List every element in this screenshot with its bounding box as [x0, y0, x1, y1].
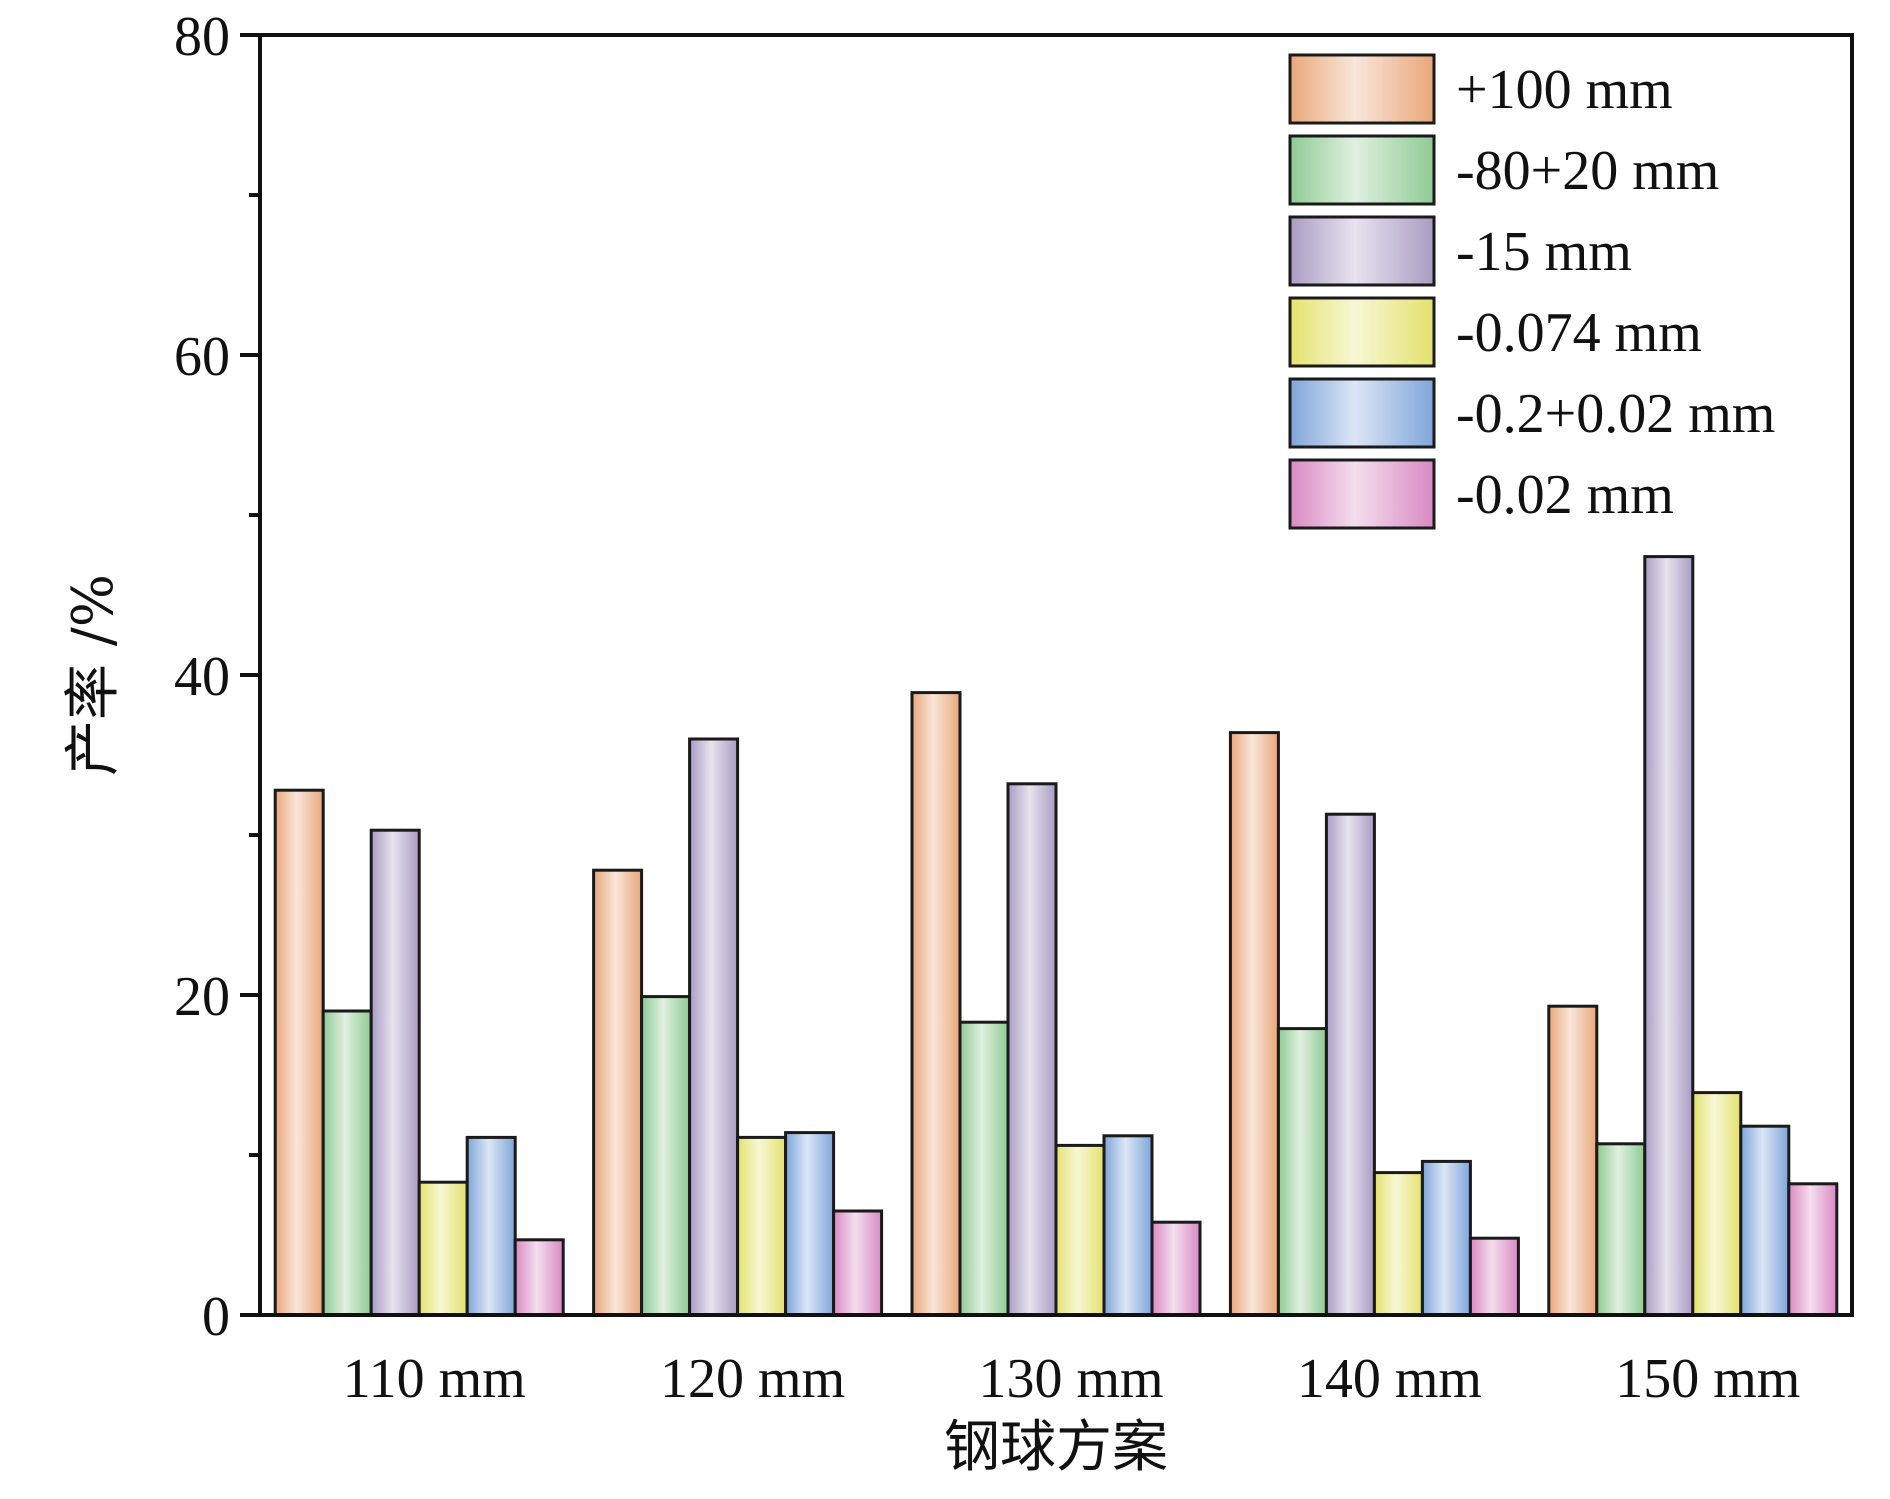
bar--0.2+0.02 mm-130 mm — [1102, 1134, 1154, 1317]
bar--15 mm-120 mm — [688, 737, 740, 1317]
bar--15 mm-140 mm — [1324, 812, 1376, 1317]
legend-label: -0.074 mm — [1456, 302, 1702, 364]
legend-label: +100 mm — [1456, 59, 1673, 121]
y-tick-label: 20 — [174, 966, 230, 1028]
legend-swatch — [1288, 134, 1436, 206]
bar-+100 mm-130 mm — [910, 691, 962, 1317]
y-axis-title: 产率 /% — [61, 574, 126, 776]
bar--0.074 mm-110 mm — [417, 1180, 469, 1317]
bar-+100 mm-110 mm — [273, 788, 325, 1317]
bar--15 mm-130 mm — [1006, 782, 1058, 1317]
legend-label: -15 mm — [1456, 221, 1632, 283]
bar--0.2+0.02 mm-110 mm — [465, 1135, 517, 1317]
bar--0.074 mm-120 mm — [736, 1135, 788, 1317]
x-tick-label: 130 mm — [978, 1348, 1163, 1410]
bar--0.02 mm-110 mm — [513, 1238, 565, 1317]
bar--0.074 mm-130 mm — [1054, 1143, 1106, 1317]
bar--0.074 mm-140 mm — [1372, 1171, 1424, 1317]
x-tick-label: 150 mm — [1615, 1348, 1800, 1410]
bar--0.02 mm-140 mm — [1468, 1236, 1520, 1317]
legend-label: -0.2+0.02 mm — [1456, 383, 1775, 445]
y-tick-label: 0 — [202, 1286, 230, 1348]
y-tick-label: 80 — [174, 6, 230, 68]
x-tick-label: 120 mm — [660, 1348, 845, 1410]
legend-swatch — [1288, 296, 1436, 368]
legend-swatch — [1288, 53, 1436, 125]
bar--80+20 mm-110 mm — [321, 1009, 373, 1317]
legend-swatch — [1288, 377, 1436, 449]
legend-label: -80+20 mm — [1456, 140, 1719, 202]
bar-+100 mm-140 mm — [1228, 731, 1280, 1317]
bar--0.2+0.02 mm-150 mm — [1739, 1124, 1791, 1317]
bars-layer — [273, 555, 1839, 1317]
bar--0.02 mm-150 mm — [1787, 1182, 1839, 1317]
bar--0.02 mm-120 mm — [832, 1209, 884, 1317]
legend: +100 mm -80+20 mm -15 mm -0.074 mm -0.2+0.02… — [1288, 53, 1775, 530]
bar--0.074 mm-150 mm — [1691, 1091, 1743, 1317]
bar--80+20 mm-150 mm — [1595, 1142, 1647, 1317]
legend-swatch — [1288, 458, 1436, 530]
bar--15 mm-150 mm — [1643, 555, 1695, 1317]
bar--15 mm-110 mm — [369, 828, 421, 1317]
x-tick-label: 110 mm — [343, 1348, 526, 1410]
bar--80+20 mm-140 mm — [1276, 1027, 1328, 1317]
x-axis-title: 钢球方案 — [944, 1415, 1168, 1480]
bar--0.2+0.02 mm-140 mm — [1420, 1159, 1472, 1317]
axes-layer: 0 20 40 60 80 110 mm 120 mm 130 mm 140 mm 150 mm — [174, 6, 1854, 1410]
bar--0.02 mm-130 mm — [1150, 1220, 1202, 1317]
y-tick-label: 60 — [174, 326, 230, 388]
bar--80+20 mm-120 mm — [640, 995, 692, 1317]
legend-label: -0.02 mm — [1456, 464, 1674, 526]
y-tick-label: 40 — [174, 646, 230, 708]
bar-+100 mm-120 mm — [592, 868, 644, 1317]
bar--0.2+0.02 mm-120 mm — [784, 1131, 836, 1317]
bar--80+20 mm-130 mm — [958, 1020, 1010, 1317]
legend-swatch — [1288, 215, 1436, 287]
x-tick-label: 140 mm — [1297, 1348, 1482, 1410]
bar-+100 mm-150 mm — [1547, 1004, 1599, 1317]
